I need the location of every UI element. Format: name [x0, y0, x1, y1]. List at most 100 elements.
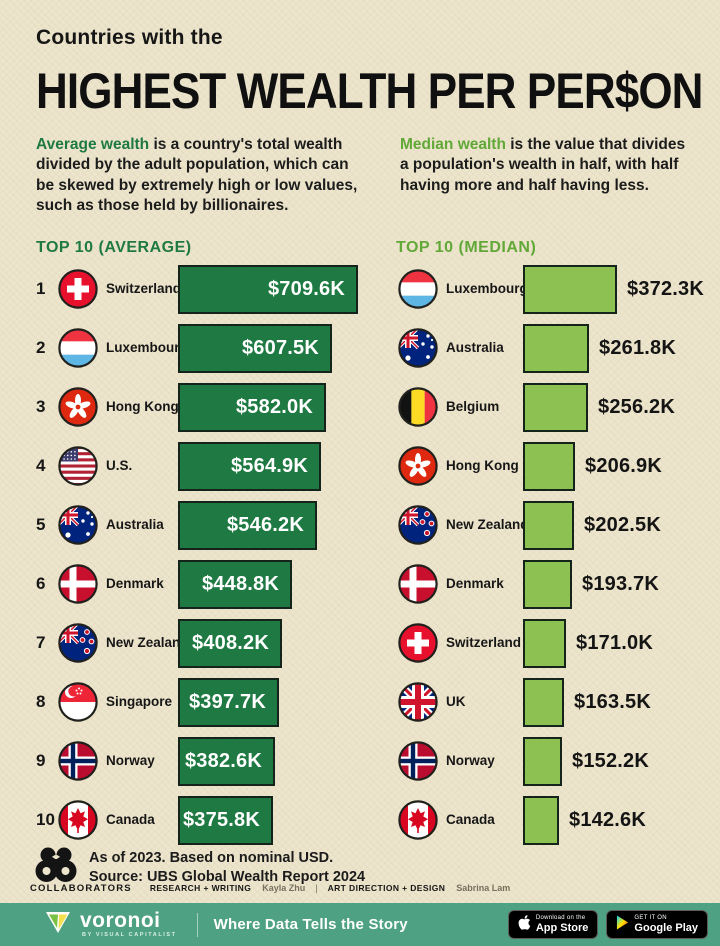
footer-tagline: Where Data Tells the Story — [213, 916, 408, 933]
au-flag-icon — [58, 505, 98, 546]
value-label: $206.9K — [585, 454, 663, 477]
lu-flag-icon — [398, 269, 438, 310]
binoculars-icon — [33, 845, 79, 890]
country-label: Hong Kong — [106, 399, 179, 415]
chart-average-title: TOP 10 (AVERAGE) — [36, 238, 192, 256]
ca-flag-icon — [398, 800, 438, 841]
value-bar: $546.2K — [178, 500, 317, 550]
dk-flag-icon — [58, 564, 98, 605]
hk-flag-icon — [398, 446, 438, 487]
country-label: Australia — [446, 340, 504, 356]
value-label: $709.6K — [267, 277, 345, 300]
google-play-badge[interactable]: GET IT ON Google Play — [606, 910, 708, 939]
no-flag-icon — [58, 741, 98, 782]
hk-flag-icon — [58, 387, 98, 428]
header: Countries with the HIGHEST WEALTH PER PE… — [0, 0, 720, 115]
chart-row-new-zealand: New Zealand $202.5K — [396, 500, 706, 550]
role-research-writing: RESEARCH + WRITING — [149, 883, 252, 893]
dk-flag-icon — [398, 564, 438, 605]
gb-flag-icon — [398, 682, 438, 723]
collaborators-label: COLLABORATORS — [30, 883, 132, 894]
chart-row-uk: UK $163.5K — [396, 677, 706, 727]
app-store-badge[interactable]: Download on the App Store — [507, 910, 599, 939]
us-flag-icon — [58, 446, 98, 487]
average-term: Average wealth — [36, 136, 150, 153]
collaborator-name: Sabrina Lam — [456, 883, 511, 893]
page-title: HIGHEST WEALTH PER PER$ON — [36, 62, 703, 119]
value-label: $372.3K — [627, 277, 705, 300]
rank-label: 5 — [36, 515, 46, 535]
google-play-icon — [616, 915, 629, 935]
nz-flag-icon — [398, 505, 438, 546]
country-label: Luxembourg — [106, 340, 188, 356]
chart-median-title: TOP 10 (MEDIAN) — [396, 238, 537, 256]
value-label: $142.6K — [569, 808, 647, 831]
chart-row-norway: Norway $152.2K — [396, 736, 706, 786]
chart-row-new-zealand: 7 New Zealand $408.2K — [36, 618, 396, 668]
chart-row-denmark: 6 Denmark $448.8K — [36, 559, 396, 609]
voronoi-sub: BY VISUAL CAPITALIST — [82, 932, 177, 939]
chart-row-u-s-: 4 U.S. $564.9K — [36, 441, 396, 491]
value-label: $582.0K — [235, 395, 313, 418]
chart-row-hong-kong: 3 Hong Kong $582.0K — [36, 382, 396, 432]
chart-row-denmark: Denmark $193.7K — [396, 559, 706, 609]
au-flag-icon — [398, 328, 438, 369]
rank-label: 9 — [36, 751, 46, 771]
value-label: $408.2K — [191, 631, 269, 654]
role-art-direction-design: ART DIRECTION + DESIGN — [327, 883, 446, 893]
chart-row-luxembourg: Luxembourg $372.3K — [396, 264, 706, 314]
value-bar: $607.5K — [178, 323, 332, 373]
value-bar: $375.8K — [178, 795, 273, 845]
country-label: New Zealand — [446, 517, 529, 533]
chart-row-australia: Australia $261.8K — [396, 323, 706, 373]
value-bar: $564.9K — [178, 441, 321, 491]
country-label: Hong Kong — [446, 458, 519, 474]
country-label: Norway — [446, 753, 495, 769]
value-bar: $709.6K — [178, 264, 358, 314]
value-bar — [523, 500, 574, 550]
note-line-1: As of 2023. Based on nominal USD. — [89, 849, 334, 866]
country-label: Belgium — [446, 399, 500, 415]
value-bar: $408.2K — [178, 618, 282, 668]
title-eyebrow: Countries with the — [36, 26, 223, 49]
value-bar — [523, 559, 572, 609]
value-label: $448.8K — [201, 572, 279, 595]
country-label: Denmark — [106, 576, 164, 592]
value-label: $564.9K — [230, 454, 308, 477]
be-flag-icon — [398, 387, 438, 428]
rank-label: 1 — [36, 279, 46, 299]
chart-row-canada: Canada $142.6K — [396, 795, 706, 845]
value-bar — [523, 677, 564, 727]
voronoi-logo-icon — [44, 909, 72, 940]
average-rows: 1 Switzerland $709.6K 2 Luxembourg $607.5K 3… — [36, 264, 396, 845]
definitions: Average wealth is a country's total weal… — [0, 115, 720, 217]
value-bar: $382.6K — [178, 736, 275, 786]
country-label: Canada — [446, 812, 495, 828]
apple-icon — [518, 914, 531, 935]
value-label: $163.5K — [574, 690, 652, 713]
median-term: Median wealth — [400, 136, 506, 153]
value-label: $382.6K — [184, 749, 262, 772]
value-bar — [523, 323, 589, 373]
country-label: Norway — [106, 753, 155, 769]
chart-row-switzerland: Switzerland $171.0K — [396, 618, 706, 668]
country-label: U.S. — [106, 458, 133, 474]
median-definition: Median wealth is the value that divides … — [400, 136, 686, 194]
country-label: Australia — [106, 517, 164, 533]
footer-bar: voronoi BY VISUAL CAPITALIST Where Data … — [0, 903, 720, 946]
ch-flag-icon — [58, 269, 98, 310]
rank-label: 10 — [36, 810, 55, 830]
voronoi-brand[interactable]: voronoi BY VISUAL CAPITALIST — [44, 909, 177, 940]
sg-flag-icon — [58, 682, 98, 723]
value-bar — [523, 264, 617, 314]
country-label: Singapore — [106, 694, 173, 710]
chart-row-hong-kong: Hong Kong $206.9K — [396, 441, 706, 491]
no-flag-icon — [398, 741, 438, 782]
ch-flag-icon — [398, 623, 438, 664]
value-label: $171.0K — [576, 631, 654, 654]
chart-row-singapore: 8 Singapore $397.7K — [36, 677, 396, 727]
chart-row-switzerland: 1 Switzerland $709.6K — [36, 264, 396, 314]
value-label: $261.8K — [599, 336, 677, 359]
value-label: $202.5K — [584, 513, 662, 536]
rank-label: 8 — [36, 692, 46, 712]
